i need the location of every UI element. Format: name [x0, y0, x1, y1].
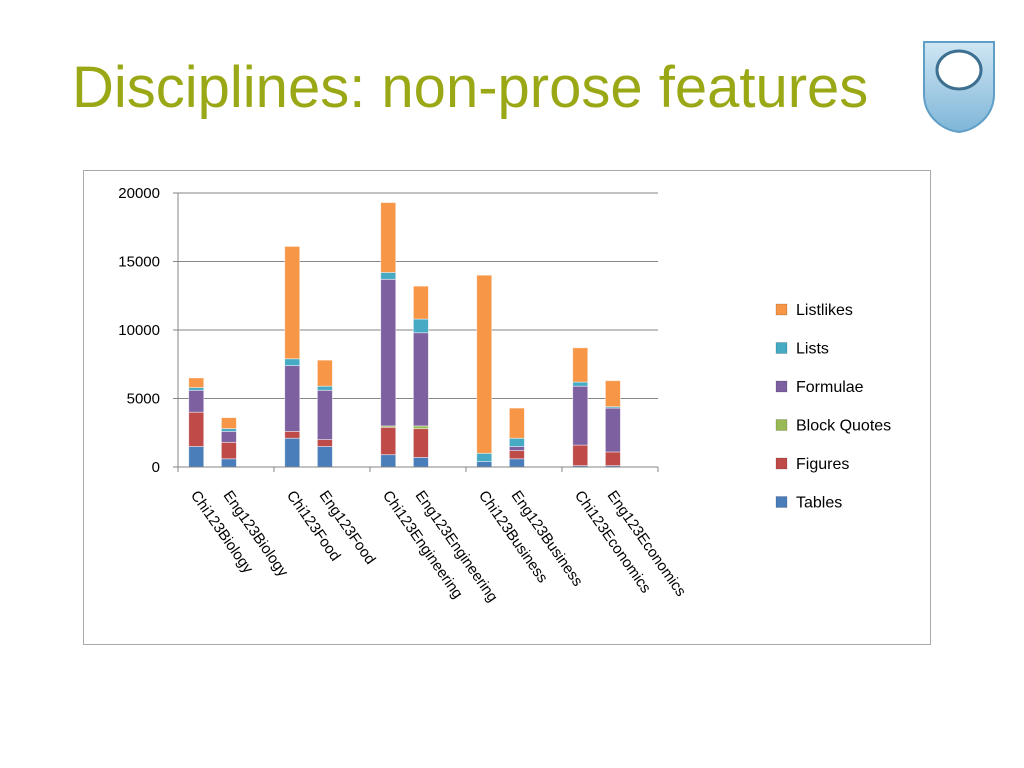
bar-segment-lists [508, 437, 525, 447]
legend-swatch [775, 457, 788, 470]
legend-label: Listlikes [796, 302, 853, 319]
bar-segment-formulae [604, 407, 621, 453]
bar-segment-listlikes [604, 380, 621, 408]
legend-swatch [775, 303, 788, 316]
bar-segment-listlikes [220, 417, 237, 430]
y-tick-label: 5000 [127, 391, 160, 408]
slide-title: Disciplines: non-prose features [72, 55, 869, 120]
bar-segment-tables [476, 461, 493, 468]
bar-segment-formulae [220, 430, 237, 443]
legend-swatch [775, 342, 788, 354]
bar-segment-tables [188, 446, 205, 468]
y-tick-label: 0 [152, 459, 160, 476]
bar-segment-listlikes [476, 274, 493, 454]
bar-segment-formulae [284, 365, 301, 432]
legend-label: Block Quotes [796, 418, 891, 435]
bar-segment-figures [572, 444, 589, 467]
bar-segment-lists [380, 272, 397, 280]
bar-segment-lists [572, 381, 589, 387]
bar-segment-lists [316, 385, 333, 391]
bar-segment-formulae [188, 389, 205, 413]
bar-segment-figures [220, 441, 237, 460]
bar-segment-listlikes [412, 285, 429, 320]
bar-segment-lists [476, 452, 493, 462]
stacked-bar-chart: 05000100001500020000Chi123BiologyEng123B… [118, 185, 891, 605]
bar-segment-formulae [412, 332, 429, 427]
bar-segment-lists [284, 358, 301, 367]
legend-label: Figures [796, 456, 849, 473]
bar-segment-figures [508, 450, 525, 460]
bar-segment-block-quotes [412, 425, 429, 430]
bar-segment-formulae [380, 278, 397, 427]
bar-segment-figures [380, 426, 397, 456]
bar-segment-figures [412, 428, 429, 458]
bar-segment-listlikes [508, 407, 525, 439]
legend-swatch [775, 419, 788, 431]
bar-segment-formulae [508, 446, 525, 451]
bar-segment-figures [604, 451, 621, 467]
bar-segment-tables [380, 454, 397, 468]
bar-segment-lists [412, 318, 429, 334]
bar-segment-formulae [316, 389, 333, 440]
open-university-shield-icon [923, 41, 995, 134]
bar-segment-listlikes [380, 202, 397, 273]
legend-swatch [775, 496, 788, 508]
bar-segment-listlikes [284, 246, 301, 360]
bar-segment-listlikes [316, 359, 333, 387]
bar-segment-figures [188, 411, 205, 447]
chart-frame [83, 170, 931, 645]
bar-segment-tables [508, 458, 525, 468]
bar-segment-listlikes [188, 377, 205, 388]
legend-label: Formulae [796, 379, 864, 396]
bar-segment-listlikes [572, 347, 589, 383]
y-tick-label: 15000 [118, 254, 160, 271]
y-tick-label: 10000 [118, 322, 160, 339]
bar-segment-tables [412, 457, 429, 468]
y-tick-label: 20000 [118, 185, 160, 202]
bar-segment-lists [220, 428, 237, 432]
bar-segment-tables [284, 437, 301, 468]
bar-segment-lists [188, 387, 205, 391]
bar-segment-figures [284, 430, 301, 439]
legend-label: Tables [796, 495, 842, 512]
legend-swatch [775, 380, 788, 393]
bar-segment-formulae [572, 385, 589, 446]
bar-segment-tables [220, 458, 237, 468]
bar-segment-tables [316, 446, 333, 468]
legend-label: Lists [796, 341, 829, 358]
bar-segment-figures [316, 439, 333, 447]
